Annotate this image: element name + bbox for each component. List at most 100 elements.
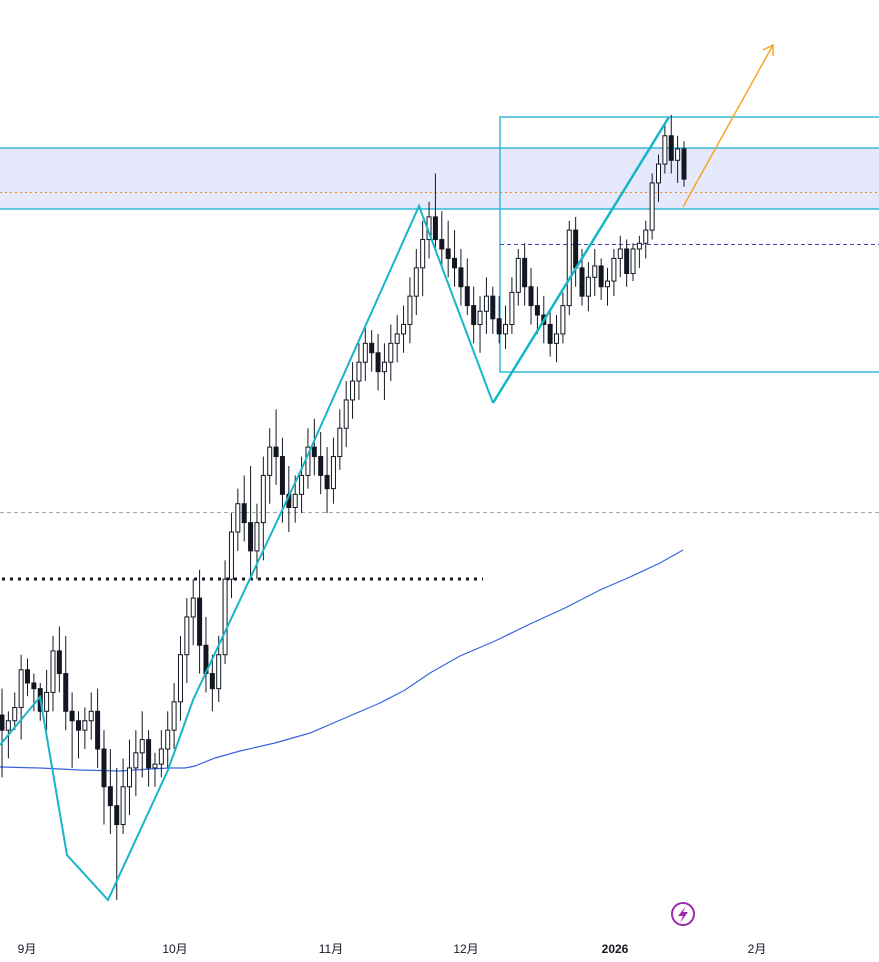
candle-down[interactable]	[490, 295, 496, 320]
candle-up[interactable]	[133, 752, 139, 769]
candle-down[interactable]	[273, 446, 279, 458]
candle-down[interactable]	[369, 342, 375, 354]
candle-up[interactable]	[554, 333, 560, 344]
candle-down[interactable]	[324, 474, 330, 490]
candle-up[interactable]	[292, 493, 298, 508]
candle-up[interactable]	[190, 597, 196, 618]
candle-down[interactable]	[464, 286, 470, 307]
resistance-zone[interactable]	[0, 147, 879, 210]
candle-down[interactable]	[197, 597, 203, 646]
projection-arrow[interactable]	[682, 44, 774, 208]
candle-up[interactable]	[216, 654, 222, 690]
candle-up[interactable]	[585, 276, 591, 297]
candle-down[interactable]	[209, 673, 215, 690]
flash-icon[interactable]	[671, 902, 695, 926]
candle-down[interactable]	[496, 318, 502, 335]
candle-up[interactable]	[18, 669, 24, 709]
candle-up[interactable]	[152, 763, 158, 769]
candle-up[interactable]	[337, 427, 343, 458]
candle-up[interactable]	[222, 578, 228, 656]
candle-up[interactable]	[260, 474, 266, 524]
candle-down[interactable]	[439, 239, 445, 250]
candle-down[interactable]	[248, 522, 254, 552]
candle-up[interactable]	[592, 265, 598, 278]
candle-down[interactable]	[668, 135, 674, 161]
candle-down[interactable]	[279, 456, 285, 495]
candle-down[interactable]	[522, 257, 528, 288]
candle-down[interactable]	[445, 248, 451, 259]
candle-up[interactable]	[139, 739, 145, 754]
candle-down[interactable]	[31, 682, 37, 690]
candle-down[interactable]	[95, 710, 101, 750]
candle-up[interactable]	[82, 720, 88, 731]
candle-up[interactable]	[649, 182, 655, 231]
candle-down[interactable]	[107, 786, 113, 807]
candle-up[interactable]	[617, 248, 623, 259]
candle-up[interactable]	[330, 456, 336, 490]
candle-down[interactable]	[579, 267, 585, 297]
candle-up[interactable]	[407, 295, 413, 325]
candle-up[interactable]	[656, 163, 662, 184]
candle-up[interactable]	[184, 616, 190, 656]
candle-down[interactable]	[458, 267, 464, 288]
candle-up[interactable]	[267, 446, 273, 476]
candle-up[interactable]	[177, 654, 183, 703]
candle-up[interactable]	[477, 310, 483, 325]
candle-up[interactable]	[381, 361, 387, 373]
candle-up[interactable]	[413, 267, 419, 297]
candle-up[interactable]	[388, 342, 394, 363]
candle-up[interactable]	[299, 474, 305, 495]
candle-up[interactable]	[643, 229, 649, 244]
zigzag-wave-right[interactable]	[491, 116, 671, 404]
candle-up[interactable]	[630, 248, 636, 275]
candle-up[interactable]	[88, 710, 94, 722]
candle-up[interactable]	[254, 522, 260, 552]
candle-down[interactable]	[101, 748, 107, 788]
candle-up[interactable]	[560, 305, 566, 335]
candle-down[interactable]	[534, 305, 540, 316]
candle-down[interactable]	[573, 229, 579, 269]
candle-up[interactable]	[394, 333, 400, 344]
candle-down[interactable]	[624, 248, 630, 275]
candle-down[interactable]	[146, 739, 152, 769]
candle-up[interactable]	[662, 135, 668, 165]
candle-down[interactable]	[432, 216, 438, 241]
candle-down[interactable]	[318, 456, 324, 476]
candle-up[interactable]	[503, 323, 509, 335]
candlestick-series[interactable]	[0, 115, 687, 900]
candle-up[interactable]	[420, 239, 426, 269]
moving-average-line[interactable]	[0, 549, 684, 772]
candle-down[interactable]	[471, 305, 477, 325]
candle-up[interactable]	[228, 531, 234, 580]
candle-up[interactable]	[566, 229, 572, 307]
candle-up[interactable]	[509, 291, 515, 325]
candle-up[interactable]	[350, 380, 356, 401]
candle-up[interactable]	[636, 242, 642, 250]
candle-down[interactable]	[547, 323, 553, 344]
candle-up[interactable]	[12, 707, 18, 722]
candle-up[interactable]	[50, 650, 56, 693]
candle-up[interactable]	[44, 691, 50, 712]
candle-up[interactable]	[362, 342, 368, 363]
candle-up[interactable]	[165, 729, 171, 750]
candle-down[interactable]	[24, 669, 30, 684]
candle-up[interactable]	[605, 280, 611, 288]
candle-up[interactable]	[675, 148, 681, 161]
candle-down[interactable]	[681, 148, 687, 180]
candle-down[interactable]	[0, 714, 5, 731]
candle-up[interactable]	[343, 399, 349, 429]
candle-up[interactable]	[158, 748, 164, 765]
candle-up[interactable]	[171, 701, 177, 731]
candle-down[interactable]	[528, 286, 534, 307]
candle-down[interactable]	[56, 650, 62, 675]
candle-down[interactable]	[69, 710, 75, 722]
candle-down[interactable]	[311, 446, 317, 458]
candle-down[interactable]	[375, 352, 381, 373]
candle-down[interactable]	[75, 720, 81, 731]
candle-up[interactable]	[483, 295, 489, 312]
candle-down[interactable]	[452, 257, 458, 269]
candle-down[interactable]	[241, 503, 247, 524]
zigzag-wave-left[interactable]	[0, 203, 494, 902]
candle-up[interactable]	[401, 323, 407, 335]
